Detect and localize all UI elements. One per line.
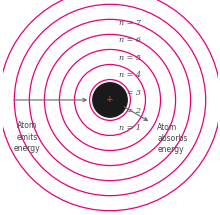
Text: Atom
emits
energy: Atom emits energy [14, 121, 40, 153]
Text: n = 3: n = 3 [119, 89, 141, 97]
Text: n = 1: n = 1 [119, 124, 141, 132]
Text: n = 4: n = 4 [119, 71, 141, 80]
Text: n = 2: n = 2 [119, 107, 141, 115]
Text: Atom
absorbs
energy: Atom absorbs energy [157, 123, 188, 154]
Text: n = 5: n = 5 [119, 54, 141, 62]
Circle shape [93, 83, 127, 117]
Text: n = 7: n = 7 [119, 18, 141, 27]
Text: n = 6: n = 6 [119, 36, 141, 44]
Text: +: + [106, 95, 114, 104]
